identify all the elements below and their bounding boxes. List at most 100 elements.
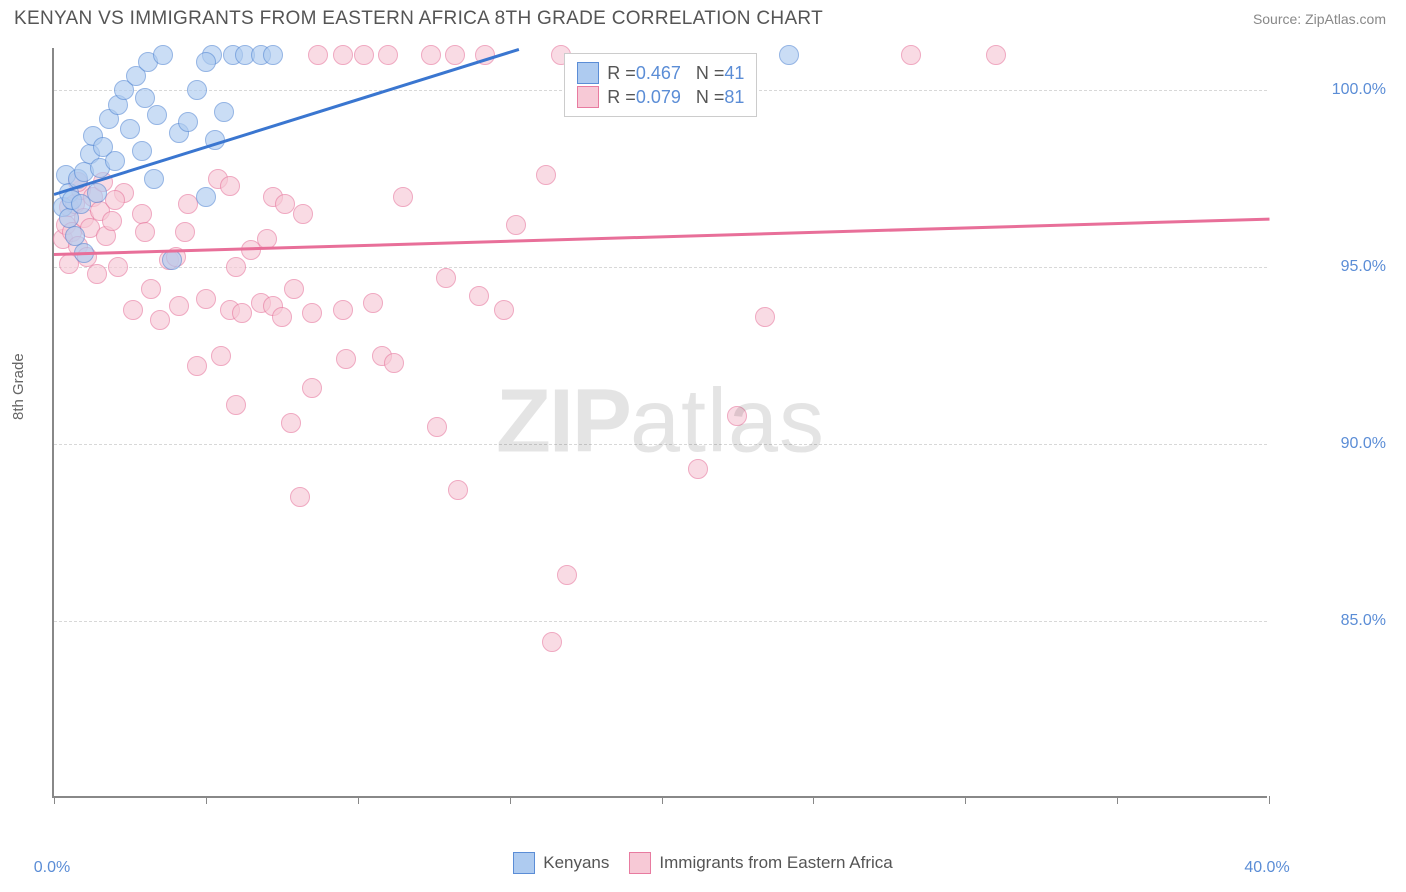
stats-n-label: N = — [681, 63, 725, 84]
data-point — [333, 45, 353, 65]
x-tick — [54, 796, 55, 804]
data-point — [901, 45, 921, 65]
data-point — [290, 487, 310, 507]
data-point — [226, 257, 246, 277]
data-point — [469, 286, 489, 306]
data-point — [354, 45, 374, 65]
data-point — [284, 279, 304, 299]
stats-n-value: 81 — [724, 87, 744, 108]
data-point — [779, 45, 799, 65]
stats-r-value: 0.467 — [636, 63, 681, 84]
data-point — [536, 165, 556, 185]
y-tick-label: 85.0% — [1341, 612, 1386, 630]
data-point — [196, 52, 216, 72]
y-tick-label: 100.0% — [1332, 81, 1386, 99]
x-tick — [1269, 796, 1270, 804]
data-point — [226, 395, 246, 415]
stats-row: R = 0.467 N = 41 — [577, 62, 744, 84]
legend-label: Immigrants from Eastern Africa — [659, 853, 892, 873]
data-point — [196, 187, 216, 207]
data-point — [108, 257, 128, 277]
data-point — [336, 349, 356, 369]
stats-swatch — [577, 62, 599, 84]
x-tick — [1117, 796, 1118, 804]
data-point — [263, 45, 283, 65]
data-point — [232, 303, 252, 323]
stats-box: R = 0.467 N = 41R = 0.079 N = 81 — [564, 53, 757, 117]
stats-n-value: 41 — [724, 63, 744, 84]
y-axis-label: 8th Grade — [10, 353, 27, 420]
x-tick — [813, 796, 814, 804]
data-point — [87, 264, 107, 284]
x-tick — [206, 796, 207, 804]
legend-item: Immigrants from Eastern Africa — [629, 852, 892, 874]
data-point — [272, 307, 292, 327]
data-point — [141, 279, 161, 299]
data-point — [175, 222, 195, 242]
trend-line — [54, 218, 1269, 256]
stats-swatch — [577, 86, 599, 108]
data-point — [308, 45, 328, 65]
x-tick — [358, 796, 359, 804]
data-point — [123, 300, 143, 320]
stats-r-value: 0.079 — [636, 87, 681, 108]
legend-item: Kenyans — [513, 852, 609, 874]
data-point — [506, 215, 526, 235]
stats-n-label: N = — [681, 87, 725, 108]
data-point — [448, 480, 468, 500]
x-tick-label: 40.0% — [1244, 859, 1289, 877]
data-point — [333, 300, 353, 320]
data-point — [196, 289, 216, 309]
grid-line — [54, 621, 1267, 622]
data-point — [302, 303, 322, 323]
data-point — [755, 307, 775, 327]
data-point — [445, 45, 465, 65]
scatter-chart: R = 0.467 N = 41R = 0.079 N = 81 ZIPatla… — [52, 48, 1267, 798]
data-point — [187, 80, 207, 100]
data-point — [494, 300, 514, 320]
legend-swatch — [513, 852, 535, 874]
data-point — [147, 105, 167, 125]
stats-row: R = 0.079 N = 81 — [577, 86, 744, 108]
data-point — [178, 112, 198, 132]
plot-area: R = 0.467 N = 41R = 0.079 N = 81 — [54, 48, 1267, 796]
data-point — [557, 565, 577, 585]
data-point — [275, 194, 295, 214]
legend-swatch — [629, 852, 651, 874]
data-point — [220, 176, 240, 196]
data-point — [688, 459, 708, 479]
data-point — [187, 356, 207, 376]
source-attribution: Source: ZipAtlas.com — [1253, 11, 1386, 27]
data-point — [153, 45, 173, 65]
data-point — [427, 417, 447, 437]
x-tick — [662, 796, 663, 804]
chart-title: KENYAN VS IMMIGRANTS FROM EASTERN AFRICA… — [14, 8, 823, 30]
data-point — [162, 250, 182, 270]
x-tick — [510, 796, 511, 804]
data-point — [102, 211, 122, 231]
data-point — [211, 346, 231, 366]
data-point — [169, 296, 189, 316]
data-point — [986, 45, 1006, 65]
y-tick-label: 95.0% — [1341, 258, 1386, 276]
legend: Kenyans Immigrants from Eastern Africa — [0, 852, 1406, 874]
data-point — [363, 293, 383, 313]
grid-line — [54, 444, 1267, 445]
data-point — [87, 183, 107, 203]
data-point — [302, 378, 322, 398]
stats-r-label: R = — [607, 63, 636, 84]
data-point — [105, 151, 125, 171]
data-point — [120, 119, 140, 139]
legend-label: Kenyans — [543, 853, 609, 873]
chart-header: KENYAN VS IMMIGRANTS FROM EASTERN AFRICA… — [0, 0, 1406, 34]
data-point — [132, 141, 152, 161]
x-tick-label: 0.0% — [34, 859, 70, 877]
data-point — [105, 190, 125, 210]
data-point — [384, 353, 404, 373]
data-point — [393, 187, 413, 207]
data-point — [214, 102, 234, 122]
x-tick — [965, 796, 966, 804]
data-point — [378, 45, 398, 65]
data-point — [150, 310, 170, 330]
data-point — [542, 632, 562, 652]
